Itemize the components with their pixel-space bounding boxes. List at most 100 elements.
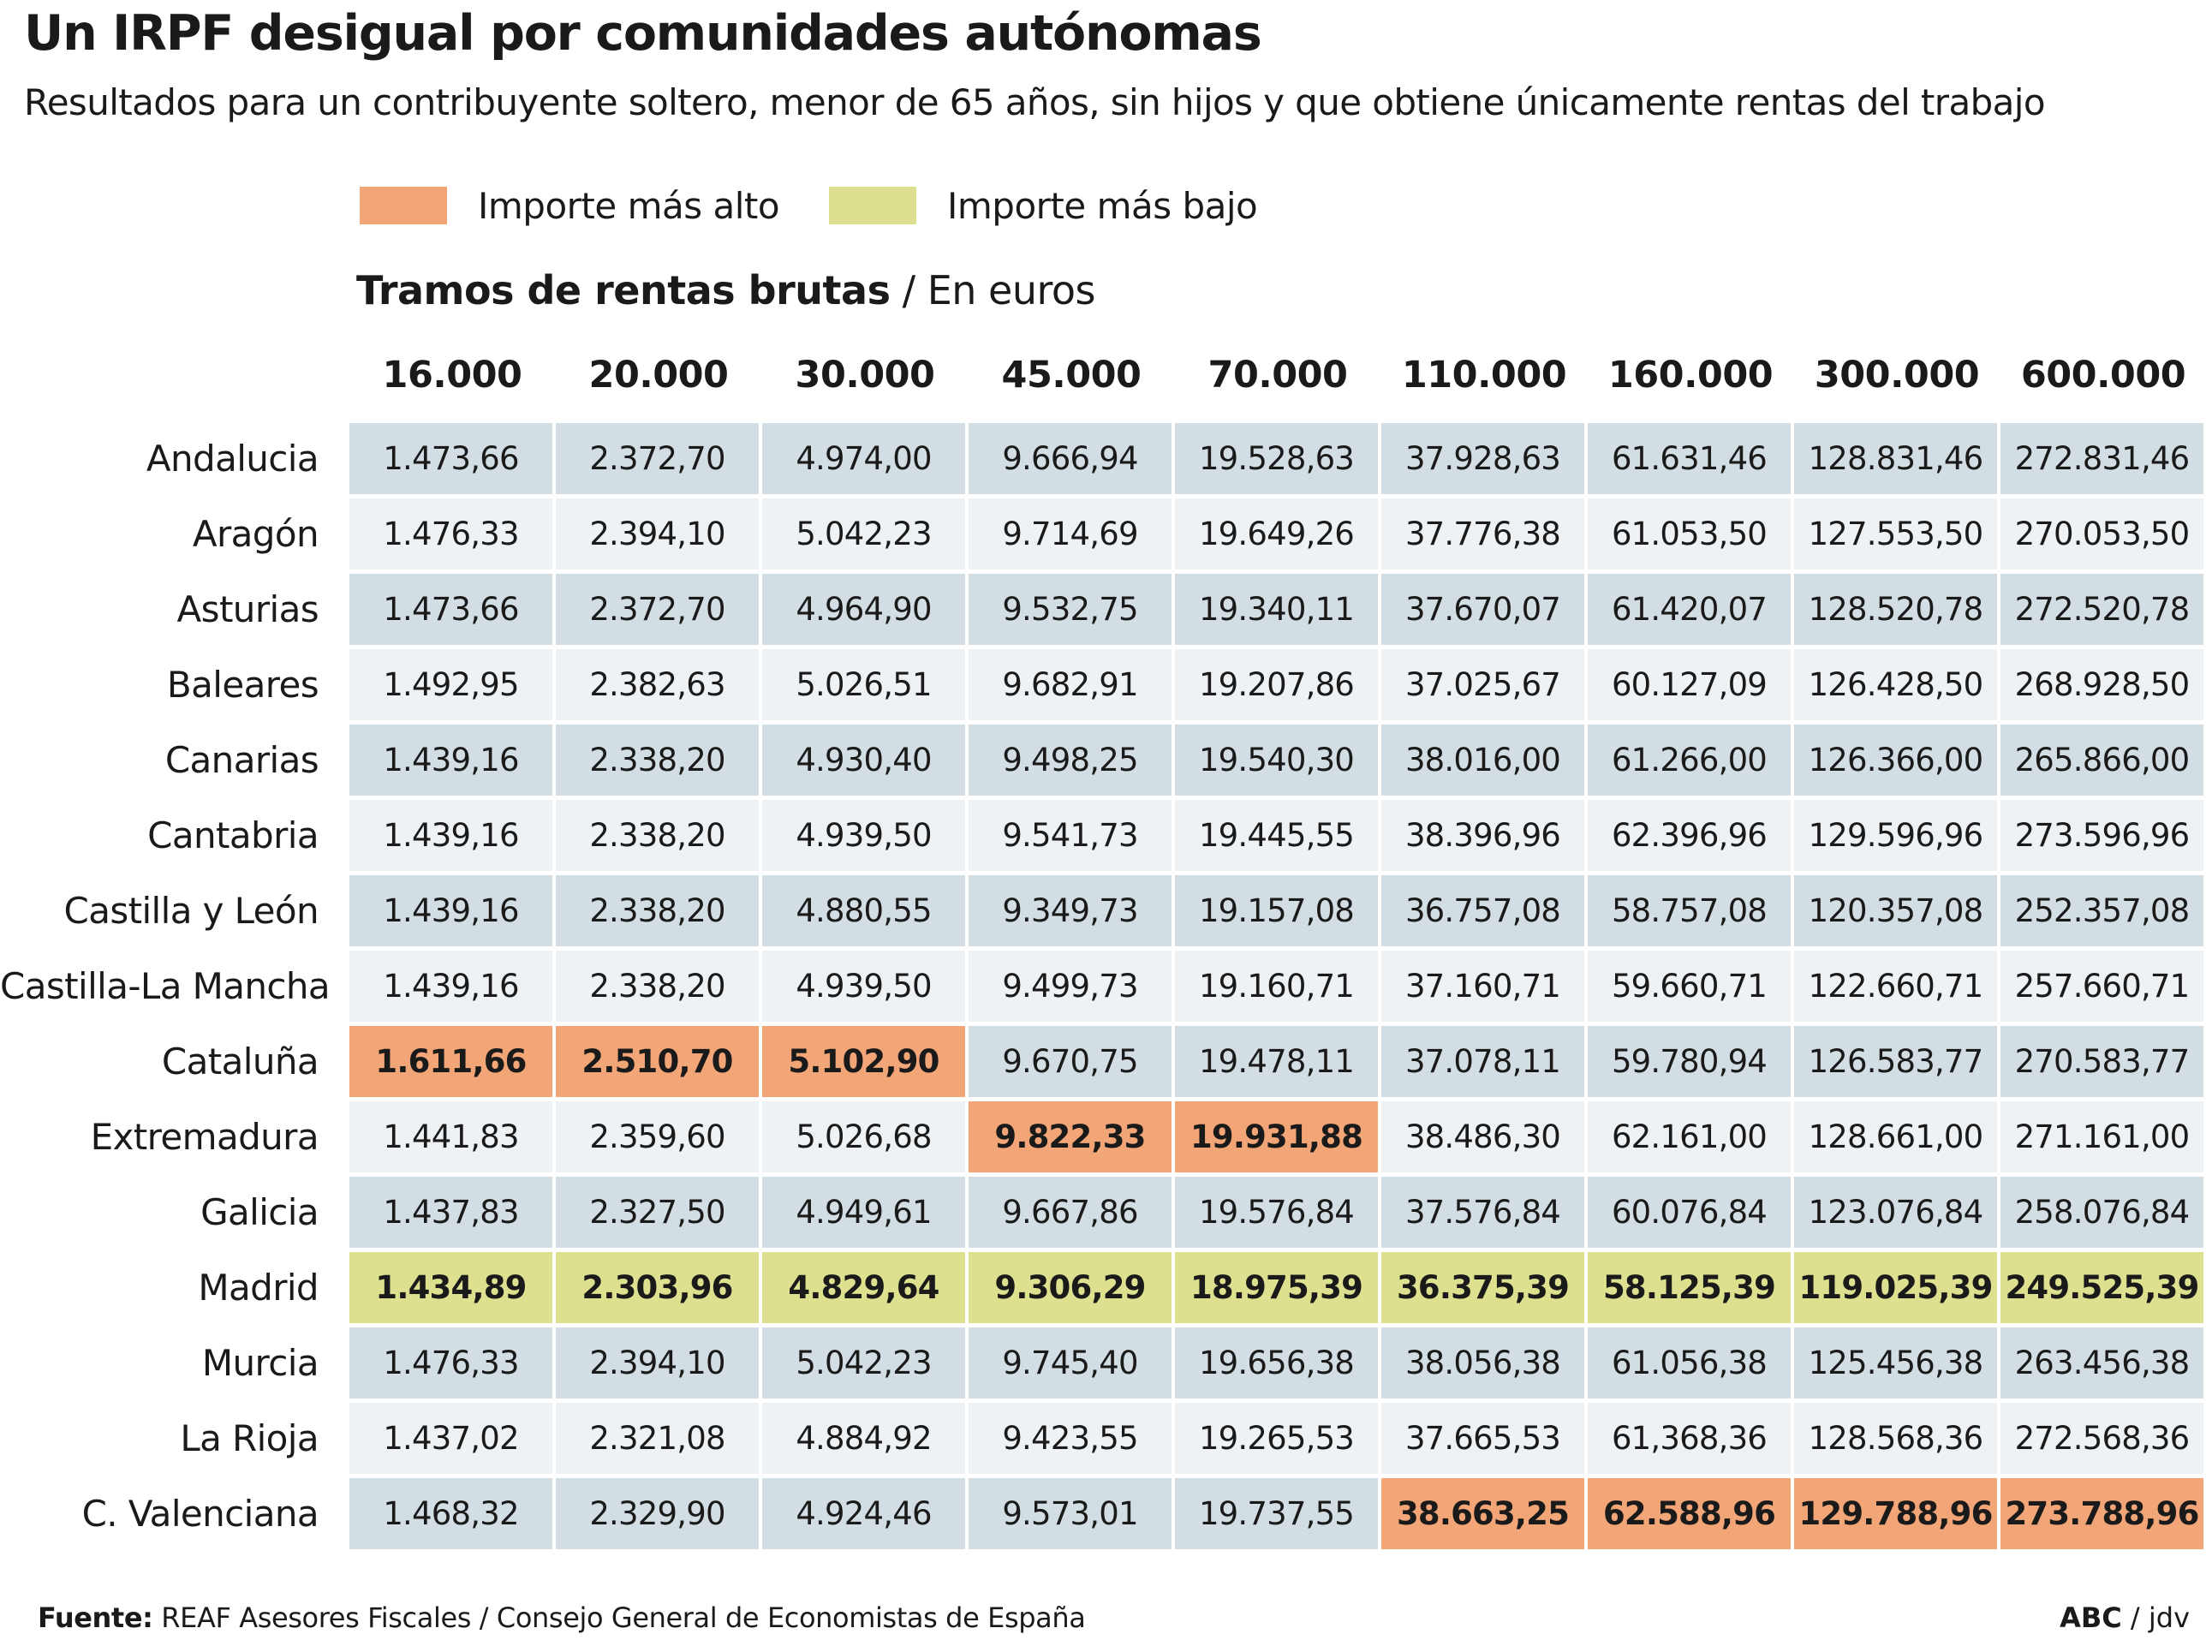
table-cell: 37.160,71 — [1381, 951, 1584, 1022]
table-cell: 62.161,00 — [1588, 1101, 1791, 1172]
table-cell: 59.780,94 — [1588, 1026, 1791, 1097]
table-cell: 9.822,33 — [969, 1101, 1172, 1172]
table-cell: 5.026,51 — [762, 649, 965, 720]
table-cell: 273.596,96 — [2000, 800, 2203, 871]
row-label: Madrid — [198, 1267, 319, 1309]
table-cell: 1.439,16 — [349, 725, 552, 796]
row-label: Murcia — [201, 1342, 319, 1384]
table-cell: 2.394,10 — [556, 498, 759, 570]
table-cell: 1.468,32 — [349, 1478, 552, 1549]
table-cell: 127.553,50 — [1794, 498, 1997, 570]
table-cell: 9.666,94 — [969, 423, 1172, 494]
table-cell: 9.667,86 — [969, 1177, 1172, 1248]
table-cell: 9.532,75 — [969, 574, 1172, 645]
table-cell: 1.437,02 — [349, 1403, 552, 1474]
legend-swatch-low — [829, 187, 916, 224]
table-row: La Rioja 1.437,02 2.321,08 4.884,92 9.423,55… — [0, 1403, 2212, 1474]
table-cell: 126.366,00 — [1794, 725, 1997, 796]
row-label: Asturias — [176, 588, 319, 630]
table-row: Aragón 1.476,33 2.394,10 5.042,23 9.714,69 19… — [0, 498, 2212, 570]
table-cell: 2.338,20 — [556, 725, 759, 796]
table-cell: 270.053,50 — [2000, 498, 2203, 570]
table-cell: 123.076,84 — [1794, 1177, 1997, 1248]
table-cell: 4.880,55 — [762, 875, 965, 946]
table-cell: 263.456,38 — [2000, 1327, 2203, 1399]
table-cell: 62.588,96 — [1588, 1478, 1791, 1549]
table-cell: 1.434,89 — [349, 1252, 552, 1323]
table-cell: 272.568,36 — [2000, 1403, 2203, 1474]
table-cell: 38.486,30 — [1381, 1101, 1584, 1172]
table-row: Extremadura 1.441,83 2.359,60 5.026,68 9.822… — [0, 1101, 2212, 1172]
table-row: Murcia 1.476,33 2.394,10 5.042,23 9.745,40 19… — [0, 1327, 2212, 1399]
table-cell: 38.663,25 — [1381, 1478, 1584, 1549]
table-cell: 19.157,08 — [1175, 875, 1378, 946]
table-cell: 60.127,09 — [1588, 649, 1791, 720]
table-cell: 1.437,83 — [349, 1177, 552, 1248]
table-row: Castilla y León 1.439,16 2.338,20 4.880,55 9… — [0, 875, 2212, 946]
table-cell: 2.372,70 — [556, 574, 759, 645]
table-cell: 37.025,67 — [1381, 649, 1584, 720]
table-cell: 249.525,39 — [2000, 1252, 2203, 1323]
table-cell: 126.583,77 — [1794, 1026, 1997, 1097]
column-header: 20.000 — [588, 354, 729, 397]
table-cell: 19.478,11 — [1175, 1026, 1378, 1097]
table-cell: 4.829,64 — [762, 1252, 965, 1323]
table-cell: 38.396,96 — [1381, 800, 1584, 871]
table-cell: 265.866,00 — [2000, 725, 2203, 796]
table-cell: 9.423,55 — [969, 1403, 1172, 1474]
table-cell: 62.396,96 — [1588, 800, 1791, 871]
table-cell: 2.372,70 — [556, 423, 759, 494]
table-cell: 9.349,73 — [969, 875, 1172, 946]
table-row: Asturias 1.473,66 2.372,70 4.964,90 9.532,75… — [0, 574, 2212, 645]
source-note: Fuente: REAF Asesores Fiscales / Consejo… — [38, 1601, 1086, 1634]
table-cell: 38.016,00 — [1381, 725, 1584, 796]
row-label: Castilla y León — [63, 890, 319, 932]
column-header: 300.000 — [1814, 354, 1980, 397]
table-row: C. Valenciana 1.468,32 2.329,90 4.924,46 9.5… — [0, 1478, 2212, 1549]
row-label: Andalucia — [146, 438, 319, 480]
table-cell: 4.949,61 — [762, 1177, 965, 1248]
table-cell: 4.924,46 — [762, 1478, 965, 1549]
table-cell: 61,368,36 — [1588, 1403, 1791, 1474]
table-cell: 19.576,84 — [1175, 1177, 1378, 1248]
table-cell: 2.510,70 — [556, 1026, 759, 1097]
table-cell: 2.321,08 — [556, 1403, 759, 1474]
table-cell: 58.125,39 — [1588, 1252, 1791, 1323]
row-label: Galicia — [200, 1191, 319, 1233]
table-cell: 122.660,71 — [1794, 951, 1997, 1022]
chart-title: Un IRPF desigual por comunidades autónom… — [24, 5, 1262, 62]
table-row: Cataluña 1.611,66 2.510,70 5.102,90 9.670,75… — [0, 1026, 2212, 1097]
table-cell: 2.338,20 — [556, 800, 759, 871]
table-cell: 1.476,33 — [349, 1327, 552, 1399]
table-cell: 58.757,08 — [1588, 875, 1791, 946]
table-cell: 1.439,16 — [349, 951, 552, 1022]
table-cell: 36.375,39 — [1381, 1252, 1584, 1323]
row-label: Baleares — [166, 664, 319, 706]
table-cell: 37.776,38 — [1381, 498, 1584, 570]
table-cell: 4.939,50 — [762, 951, 965, 1022]
source-text: REAF Asesores Fiscales / Consejo General… — [152, 1601, 1086, 1634]
row-label: Extremadura — [90, 1116, 319, 1158]
table-row: Cantabria 1.439,16 2.338,20 4.939,50 9.541,7… — [0, 800, 2212, 871]
table-cell: 128.520,78 — [1794, 574, 1997, 645]
table-cell: 120.357,08 — [1794, 875, 1997, 946]
row-label: Cantabria — [147, 814, 319, 856]
column-header: 160.000 — [1607, 354, 1774, 397]
table-cell: 9.745,40 — [969, 1327, 1172, 1399]
table-row: Castilla-La Mancha 1.439,16 2.338,20 4.939,… — [0, 951, 2212, 1022]
legend-label-low: Importe más bajo — [947, 184, 1258, 227]
table-cell: 9.682,91 — [969, 649, 1172, 720]
table-cell: 37.928,63 — [1381, 423, 1584, 494]
table-cell: 1.473,66 — [349, 423, 552, 494]
table-cell: 1.439,16 — [349, 875, 552, 946]
table-cell: 9.306,29 — [969, 1252, 1172, 1323]
table-section-title-main: Tramos de rentas brutas — [356, 267, 891, 313]
table-cell: 273.788,96 — [2000, 1478, 2203, 1549]
table-cell: 9.573,01 — [969, 1478, 1172, 1549]
row-label: Cataluña — [161, 1041, 319, 1082]
table-cell: 2.359,60 — [556, 1101, 759, 1172]
table-cell: 61.420,07 — [1588, 574, 1791, 645]
table-cell: 1.492,95 — [349, 649, 552, 720]
table-cell: 19.931,88 — [1175, 1101, 1378, 1172]
table-cell: 2.303,96 — [556, 1252, 759, 1323]
